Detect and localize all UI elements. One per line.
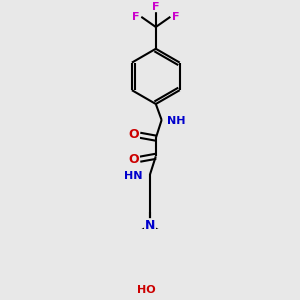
Text: N: N xyxy=(145,219,155,232)
Text: O: O xyxy=(129,128,139,141)
Text: F: F xyxy=(152,2,160,12)
Text: NH: NH xyxy=(167,116,186,126)
Text: F: F xyxy=(172,12,179,22)
Text: HN: HN xyxy=(124,171,143,181)
Text: N: N xyxy=(145,220,155,233)
Text: F: F xyxy=(132,12,140,22)
Text: O: O xyxy=(129,153,139,167)
Text: HO: HO xyxy=(137,285,156,295)
